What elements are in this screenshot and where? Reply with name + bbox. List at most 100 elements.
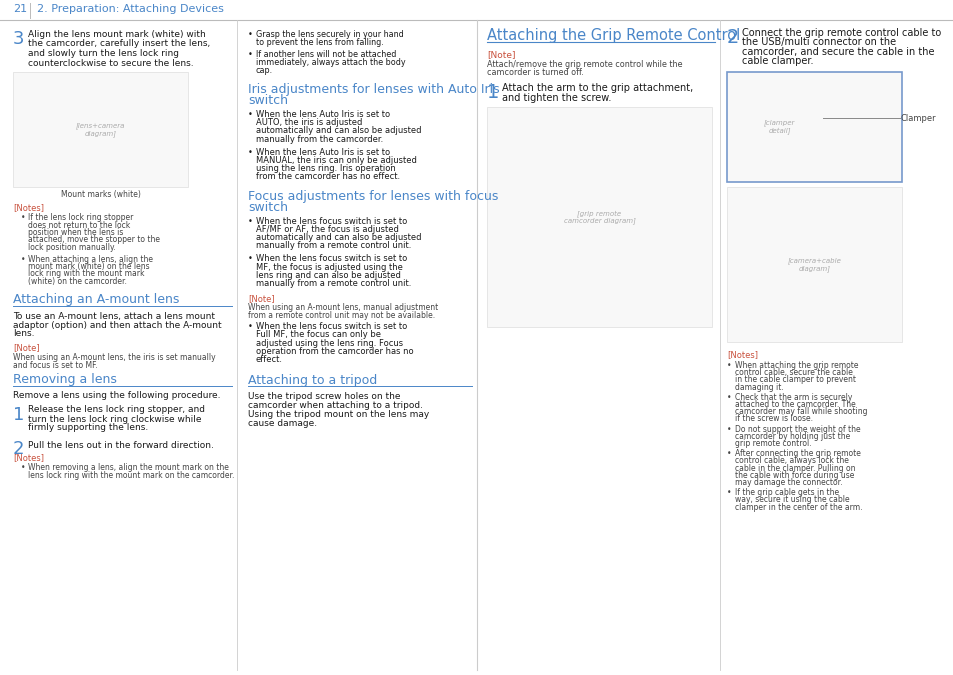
Text: •: • — [248, 322, 253, 331]
Text: •: • — [248, 50, 253, 59]
Text: Use the tripod screw holes on the: Use the tripod screw holes on the — [248, 392, 400, 401]
Text: switch: switch — [248, 94, 288, 107]
Text: manually from the camcorder.: manually from the camcorder. — [255, 134, 383, 144]
Text: lock ring with the mount mark: lock ring with the mount mark — [28, 269, 144, 279]
Text: Align the lens mount mark (white) with: Align the lens mount mark (white) with — [28, 30, 206, 39]
Text: cause damage.: cause damage. — [248, 419, 316, 428]
Text: [camera+cable
diagram]: [camera+cable diagram] — [787, 257, 841, 272]
Text: •: • — [248, 110, 253, 119]
Text: counterclockwise to secure the lens.: counterclockwise to secure the lens. — [28, 59, 193, 68]
Text: Iris adjustments for lenses with Auto Iris: Iris adjustments for lenses with Auto Ir… — [248, 83, 499, 96]
Text: [Note]: [Note] — [13, 344, 40, 352]
Text: [grip remote
camcorder diagram]: [grip remote camcorder diagram] — [563, 210, 635, 224]
Text: using the lens ring. Iris operation: using the lens ring. Iris operation — [255, 164, 395, 173]
Text: When removing a lens, align the mount mark on the: When removing a lens, align the mount ma… — [28, 464, 229, 472]
Text: control cable, secure the cable: control cable, secure the cable — [734, 368, 852, 377]
Text: If the lens lock ring stopper: If the lens lock ring stopper — [28, 213, 133, 222]
Text: and focus is set to MF.: and focus is set to MF. — [13, 360, 97, 369]
Text: Full MF, the focus can only be: Full MF, the focus can only be — [255, 330, 380, 340]
Text: lens ring and can also be adjusted: lens ring and can also be adjusted — [255, 271, 400, 280]
Text: When attaching a lens, align the: When attaching a lens, align the — [28, 254, 152, 263]
Text: turn the lens lock ring clockwise while: turn the lens lock ring clockwise while — [28, 414, 201, 423]
Text: •: • — [726, 449, 731, 458]
Text: effect.: effect. — [255, 355, 283, 364]
Text: •: • — [248, 254, 253, 263]
Text: to prevent the lens from falling.: to prevent the lens from falling. — [255, 38, 383, 47]
Text: automatically and can also be adjusted: automatically and can also be adjusted — [255, 126, 421, 136]
Text: attached to the camcorder. The: attached to the camcorder. The — [734, 400, 855, 409]
Text: •: • — [21, 464, 26, 472]
Text: When the lens focus switch is set to: When the lens focus switch is set to — [255, 254, 407, 263]
Bar — [726, 72, 901, 182]
Text: lock position manually.: lock position manually. — [28, 243, 115, 252]
Text: attached, move the stopper to the: attached, move the stopper to the — [28, 236, 160, 244]
Text: If the grip cable gets in the: If the grip cable gets in the — [734, 488, 839, 497]
Text: 1: 1 — [13, 406, 25, 423]
Text: camcorder when attaching to a tripod.: camcorder when attaching to a tripod. — [248, 401, 422, 410]
Text: lens lock ring with the mount mark on the camcorder.: lens lock ring with the mount mark on th… — [28, 471, 234, 480]
Text: adaptor (option) and then attach the A-mount: adaptor (option) and then attach the A-m… — [13, 321, 221, 329]
Text: mount mark (white) on the lens: mount mark (white) on the lens — [28, 262, 150, 271]
Text: the USB/multi connector on the: the USB/multi connector on the — [741, 38, 895, 47]
Text: AF/MF or AF, the focus is adjusted: AF/MF or AF, the focus is adjusted — [255, 225, 398, 234]
Text: Grasp the lens securely in your hand: Grasp the lens securely in your hand — [255, 30, 403, 39]
Text: adjusted using the lens ring. Focus: adjusted using the lens ring. Focus — [255, 339, 403, 348]
Text: •: • — [248, 30, 253, 39]
Text: After connecting the grip remote: After connecting the grip remote — [734, 449, 860, 458]
Text: Attaching an A-mount lens: Attaching an A-mount lens — [13, 294, 179, 306]
Text: •: • — [726, 393, 731, 402]
Text: Removing a lens: Removing a lens — [13, 373, 117, 387]
Text: switch: switch — [248, 200, 288, 213]
Text: cap.: cap. — [255, 66, 273, 75]
Text: camcorder by holding just the: camcorder by holding just the — [734, 432, 849, 441]
Text: Release the lens lock ring stopper, and: Release the lens lock ring stopper, and — [28, 406, 205, 414]
Text: When the lens focus switch is set to: When the lens focus switch is set to — [255, 322, 407, 331]
Text: [Note]: [Note] — [248, 294, 274, 303]
Text: the camcorder, carefully insert the lens,: the camcorder, carefully insert the lens… — [28, 40, 210, 49]
Text: •: • — [726, 361, 731, 370]
Text: camcorder may fall while shooting: camcorder may fall while shooting — [734, 407, 866, 416]
Text: Do not support the weight of the: Do not support the weight of the — [734, 425, 860, 433]
Text: 2. Preparation: Attaching Devices: 2. Preparation: Attaching Devices — [37, 4, 224, 14]
Text: Attaching to a tripod: Attaching to a tripod — [248, 374, 376, 387]
Text: manually from a remote control unit.: manually from a remote control unit. — [255, 241, 411, 250]
Text: does not return to the lock: does not return to the lock — [28, 221, 131, 230]
Text: the cable with force during use: the cable with force during use — [734, 470, 854, 480]
Text: [clamper
detail]: [clamper detail] — [763, 119, 795, 134]
Text: •: • — [21, 213, 26, 222]
Text: If another lens will not be attached: If another lens will not be attached — [255, 50, 395, 59]
Text: MANUAL, the iris can only be adjusted: MANUAL, the iris can only be adjusted — [255, 156, 416, 165]
Text: 3: 3 — [13, 30, 25, 48]
Text: camcorder is turned off.: camcorder is turned off. — [486, 68, 583, 77]
Text: Focus adjustments for lenses with focus: Focus adjustments for lenses with focus — [248, 190, 497, 202]
Text: automatically and can also be adjusted: automatically and can also be adjusted — [255, 233, 421, 242]
Text: immediately, always attach the body: immediately, always attach the body — [255, 58, 405, 67]
Text: Using the tripod mount on the lens may: Using the tripod mount on the lens may — [248, 410, 429, 419]
Text: way, secure it using the cable: way, secure it using the cable — [734, 495, 849, 504]
Text: firmly supporting the lens.: firmly supporting the lens. — [28, 423, 148, 433]
Text: •: • — [726, 425, 731, 433]
Text: When attaching the grip remote: When attaching the grip remote — [734, 361, 858, 370]
Text: AUTO, the iris is adjusted: AUTO, the iris is adjusted — [255, 118, 362, 127]
Bar — [13, 72, 188, 187]
Text: To use an A-mount lens, attach a lens mount: To use an A-mount lens, attach a lens mo… — [13, 311, 214, 321]
Text: Connect the grip remote control cable to: Connect the grip remote control cable to — [741, 28, 941, 38]
Text: and tighten the screw.: and tighten the screw. — [501, 93, 611, 103]
Text: [Notes]: [Notes] — [13, 203, 44, 212]
Text: •: • — [248, 217, 253, 225]
Text: manually from a remote control unit.: manually from a remote control unit. — [255, 279, 411, 288]
Text: Check that the arm is securely: Check that the arm is securely — [734, 393, 851, 402]
Text: Clamper: Clamper — [900, 113, 936, 123]
Text: Attaching the Grip Remote Control: Attaching the Grip Remote Control — [486, 28, 740, 43]
Text: When using an A-mount lens, manual adjustment: When using an A-mount lens, manual adjus… — [248, 303, 437, 313]
Text: 2: 2 — [726, 28, 739, 47]
Text: Attach the arm to the grip attachment,: Attach the arm to the grip attachment, — [501, 83, 693, 93]
Text: in the cable clamper to prevent: in the cable clamper to prevent — [734, 375, 855, 384]
Text: 2: 2 — [13, 441, 25, 458]
Text: camcorder, and secure the cable in the: camcorder, and secure the cable in the — [741, 47, 934, 57]
Text: cable in the clamper. Pulling on: cable in the clamper. Pulling on — [734, 464, 855, 472]
Text: cable clamper.: cable clamper. — [741, 57, 813, 67]
Text: When the lens focus switch is set to: When the lens focus switch is set to — [255, 217, 407, 225]
Text: if the screw is loose.: if the screw is loose. — [734, 414, 812, 423]
Text: clamper in the center of the arm.: clamper in the center of the arm. — [734, 503, 862, 512]
